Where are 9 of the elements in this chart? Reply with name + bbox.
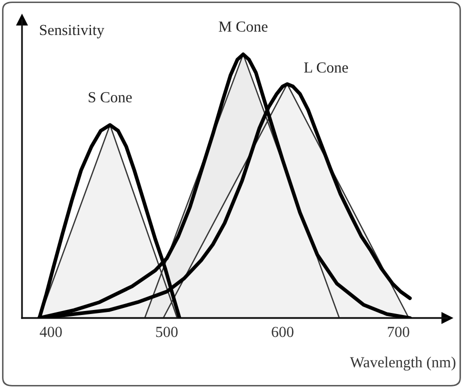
x-tick-label: 400 [40,326,62,338]
x-tick-label: 500 [156,326,178,338]
x-tick-label: 700 [388,326,410,338]
x-tick-label: 600 [272,326,294,338]
series-label: L Cone [304,62,348,73]
y-axis-title: Sensitivity [40,24,104,38]
series-label: S Cone [88,92,132,102]
x-axis-title: Wavelength (nm) [350,356,456,371]
series-label: M Cone [218,21,268,32]
